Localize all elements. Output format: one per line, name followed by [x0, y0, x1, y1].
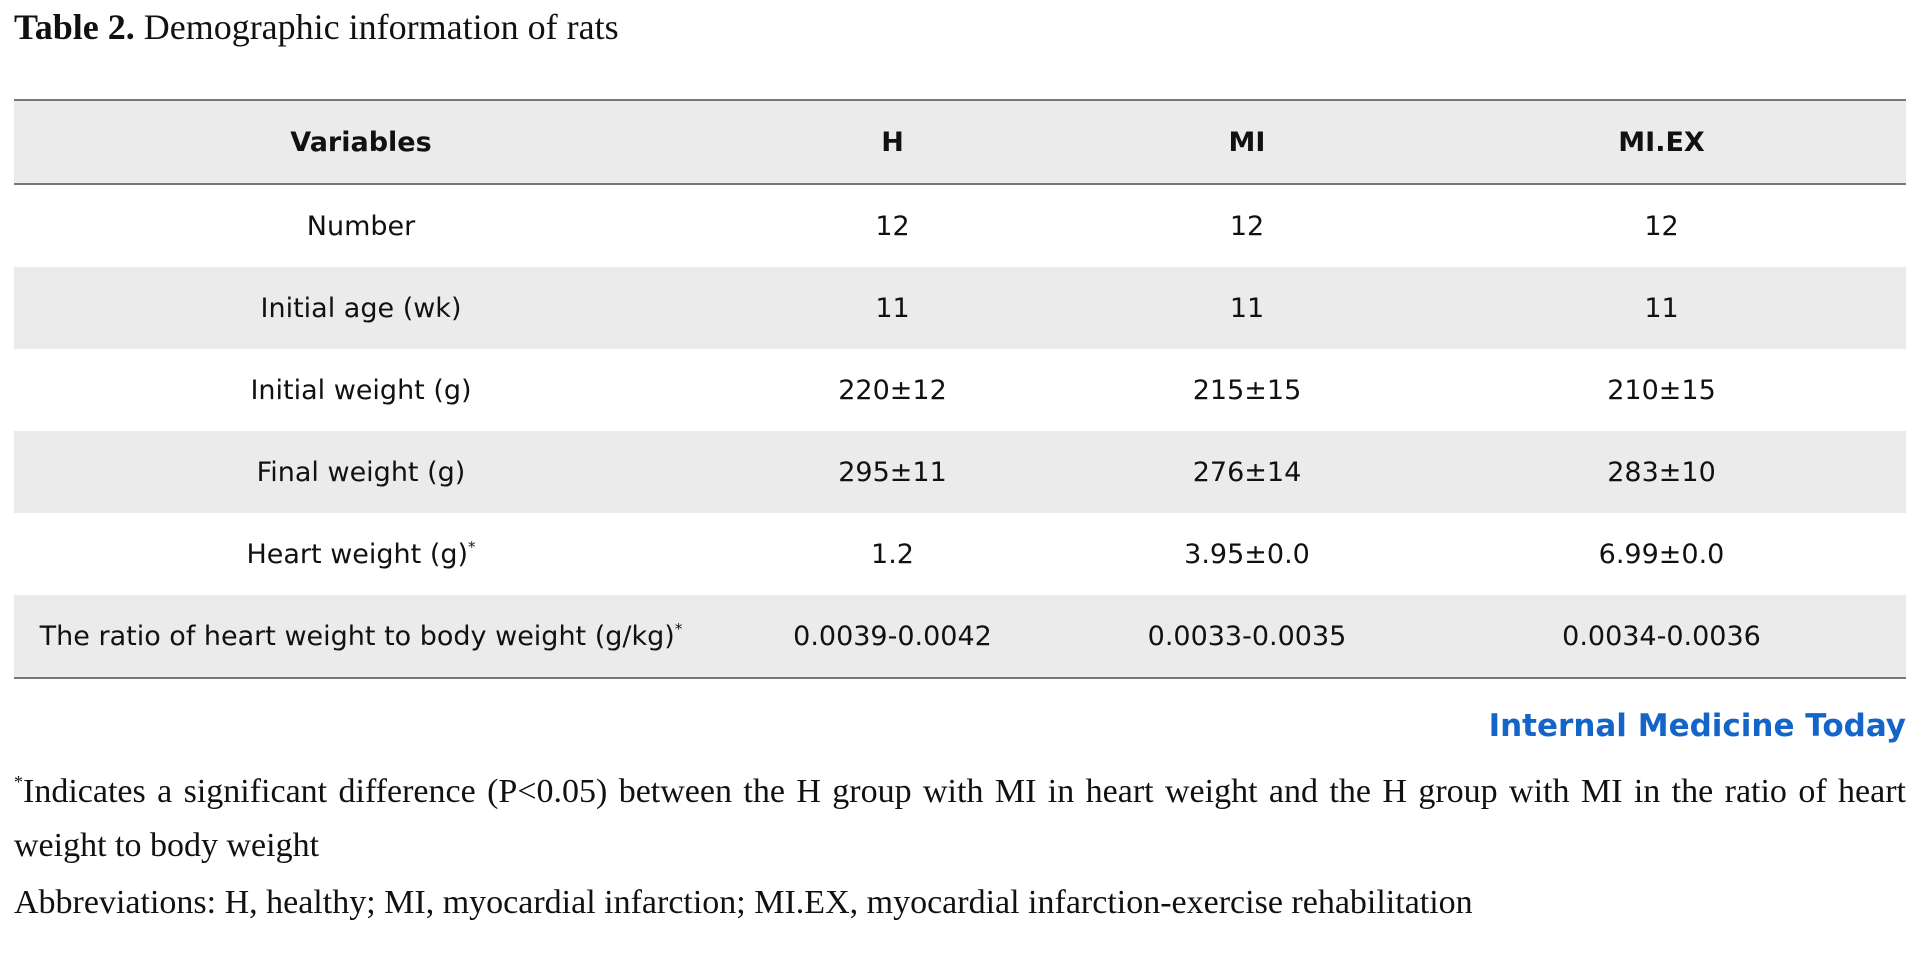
- table-row: Final weight (g) 295±11 276±14 283±10: [14, 431, 1906, 513]
- cell-miex: 283±10: [1607, 456, 1716, 488]
- cell-mi: 11: [1229, 292, 1265, 324]
- caption-title: Demographic information of rats: [143, 7, 619, 47]
- header-mi: MI: [1228, 126, 1266, 158]
- cell-miex: 0.0034-0.0036: [1562, 620, 1761, 652]
- caption-label: Table 2.: [14, 7, 135, 47]
- row-variable: Initial age (wk): [14, 267, 708, 349]
- footnote-text: Indicates a significant difference (P<0.…: [14, 773, 1906, 864]
- table-row: The ratio of heart weight to body weight…: [14, 595, 1906, 678]
- variable-label: Initial weight (g): [250, 374, 472, 406]
- row-variable: Final weight (g): [14, 431, 708, 513]
- abbreviations-footnote: Abbreviations: H, healthy; MI, myocardia…: [14, 884, 1473, 921]
- header-variables: Variables: [290, 126, 432, 158]
- variable-label: Heart weight (g): [246, 538, 469, 570]
- significance-marker: *: [674, 619, 683, 638]
- cell-mi: 12: [1229, 210, 1265, 242]
- journal-brand: Internal Medicine Today: [1488, 708, 1906, 744]
- footnote-marker: *: [14, 772, 23, 792]
- significance-footnote: *Indicates a significant difference (P<0…: [14, 765, 1906, 873]
- cell-miex: 210±15: [1607, 374, 1716, 406]
- header-h: H: [881, 126, 904, 158]
- variable-label: Final weight (g): [256, 456, 466, 488]
- row-variable: The ratio of heart weight to body weight…: [14, 595, 708, 678]
- variable-label: Number: [306, 210, 416, 242]
- cell-h: 1.2: [871, 538, 914, 570]
- cell-mi: 215±15: [1192, 374, 1302, 406]
- cell-miex: 6.99±0.0: [1598, 538, 1725, 570]
- table-row: Number 12 12 12: [14, 184, 1906, 267]
- cell-mi: 0.0033-0.0035: [1147, 620, 1347, 652]
- demographics-table: Variables H MI MI.EX Number 12 12 12 Ini…: [14, 99, 1906, 679]
- table-row: Initial age (wk) 11 11 11: [14, 267, 1906, 349]
- cell-h: 12: [875, 210, 910, 242]
- cell-miex: 12: [1644, 210, 1679, 242]
- table-row: Initial weight (g) 220±12 215±15 210±15: [14, 349, 1906, 431]
- row-variable: Number: [14, 184, 708, 267]
- cell-h: 220±12: [838, 374, 947, 406]
- table-row: Heart weight (g)* 1.2 3.95±0.0 6.99±0.0: [14, 513, 1906, 595]
- variable-label: Initial age (wk): [260, 292, 462, 324]
- significance-marker: *: [468, 537, 476, 556]
- row-variable: Heart weight (g)*: [14, 513, 708, 595]
- table-caption: Table 2. Demographic information of rats: [14, 6, 619, 48]
- cell-mi: 276±14: [1192, 456, 1302, 488]
- cell-h: 11: [875, 292, 910, 324]
- header-miex: MI.EX: [1618, 126, 1705, 158]
- cell-h: 295±11: [838, 456, 947, 488]
- variable-label: The ratio of heart weight to body weight…: [39, 620, 675, 652]
- cell-h: 0.0039-0.0042: [793, 620, 992, 652]
- row-variable: Initial weight (g): [14, 349, 708, 431]
- header-row: Variables H MI MI.EX: [14, 100, 1906, 184]
- cell-mi: 3.95±0.0: [1184, 538, 1310, 570]
- cell-miex: 11: [1644, 292, 1679, 324]
